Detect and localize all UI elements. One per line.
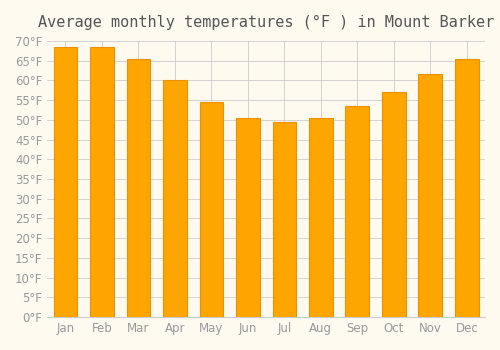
- Bar: [236, 118, 260, 317]
- Bar: [382, 92, 406, 317]
- Bar: [54, 47, 78, 317]
- Title: Average monthly temperatures (°F ) in Mount Barker: Average monthly temperatures (°F ) in Mo…: [38, 15, 494, 30]
- Bar: [200, 102, 224, 317]
- Bar: [418, 75, 442, 317]
- Bar: [455, 59, 478, 317]
- Bar: [309, 118, 332, 317]
- Bar: [272, 122, 296, 317]
- Bar: [90, 47, 114, 317]
- Bar: [126, 59, 150, 317]
- Bar: [346, 106, 369, 317]
- Bar: [163, 80, 187, 317]
